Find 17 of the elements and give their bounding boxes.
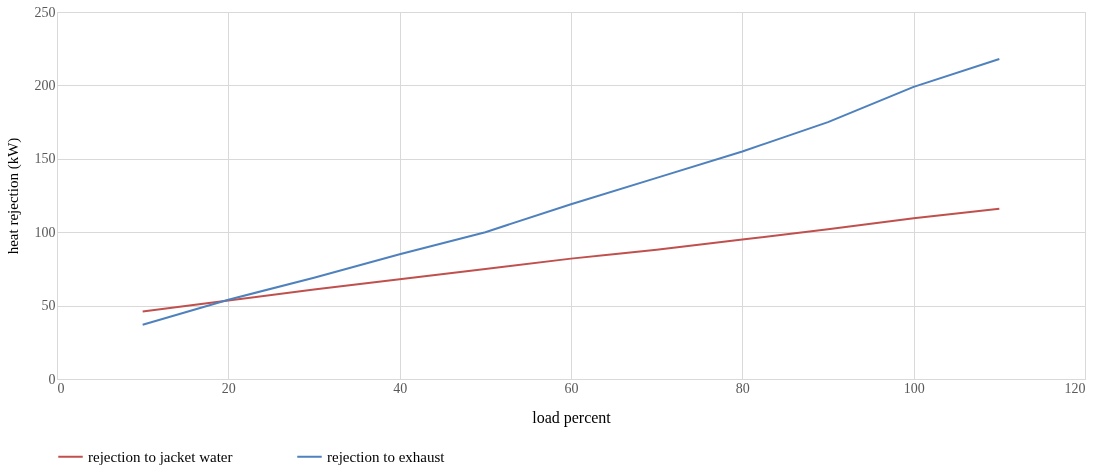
- x-axis-title: load percent: [532, 408, 612, 427]
- x-tick-label: 60: [564, 380, 579, 396]
- line-series: [141, 207, 1001, 313]
- line-series: [141, 57, 1001, 326]
- legend-label: rejection to jacket water: [88, 448, 233, 465]
- legend-label: rejection to exhaust: [327, 448, 446, 465]
- y-tick-label: 150: [34, 151, 56, 167]
- x-tick-label: 80: [735, 380, 750, 396]
- y-tick-label: 100: [34, 224, 56, 240]
- y-tick-label: 200: [34, 77, 56, 93]
- y-tick-label: 250: [34, 4, 56, 20]
- y-axis-title: heat rejection (kW): [4, 137, 22, 255]
- x-tick-label: 100: [903, 380, 925, 396]
- x-tick-label: 120: [1064, 380, 1086, 396]
- x-tick-label: 40: [393, 380, 408, 396]
- x-tick-label: 20: [221, 380, 236, 396]
- y-tick-label: 50: [41, 298, 56, 314]
